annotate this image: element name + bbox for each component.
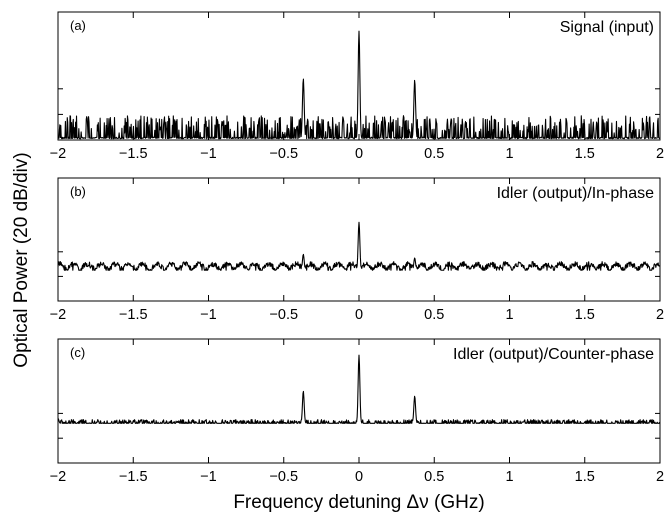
- x-tick-label: 1: [505, 469, 513, 485]
- x-tick-label: 0: [355, 307, 363, 323]
- panel-label: (b): [70, 184, 86, 199]
- x-tick-label: −1.5: [119, 307, 148, 323]
- x-tick-label: −0.5: [269, 146, 298, 162]
- panel-label: (c): [70, 345, 85, 360]
- panel-b: −2 −1.5 −1 −0.5 0 0.5 1 1.5 2 (b) Idler (output)/I…: [50, 177, 664, 323]
- x-tick-label: −1: [200, 307, 217, 323]
- x-tick-label: 0.5: [424, 146, 444, 162]
- x-tick-label: 2: [656, 469, 664, 485]
- x-tick-label: −1.5: [119, 469, 148, 485]
- x-tick-label: −0.5: [269, 469, 298, 485]
- x-tick-label: 1: [505, 146, 513, 162]
- panel-c: −2 −1.5 −1 −0.5 0 0.5 1 1.5 2 (c) Idler (output)/C…: [50, 338, 664, 485]
- panel-a: −2 −1.5 −1 −0.5 0 0.5 1 1.5 2 (a) Signal (input): [50, 11, 664, 162]
- x-tick-label: 1.5: [575, 307, 595, 323]
- spectrum-trace: [57, 221, 661, 271]
- x-tick-label: −1: [200, 469, 217, 485]
- panel-title: Idler (output)/In-phase: [497, 185, 655, 202]
- x-tick-label: 0.5: [424, 307, 444, 323]
- x-tick-label: 2: [656, 146, 664, 162]
- x-tick-label: 0.5: [424, 469, 444, 485]
- x-tick-label: −2: [50, 146, 67, 162]
- x-axis-title: Frequency detuning Δν (GHz): [233, 492, 484, 513]
- x-tick-label: −2: [50, 469, 67, 485]
- x-tick-label: −1: [200, 146, 217, 162]
- x-tick-label: 0: [355, 146, 363, 162]
- x-tick-label: −0.5: [269, 307, 298, 323]
- x-tick-label: 1: [505, 307, 513, 323]
- x-tick-label: 0: [355, 469, 363, 485]
- panels: −2 −1.5 −1 −0.5 0 0.5 1 1.5 2(a) Signal (input)−2…: [50, 11, 664, 485]
- x-tick-label: 2: [656, 307, 664, 323]
- panel-label: (a): [70, 18, 86, 33]
- x-tick-label: 1.5: [575, 146, 595, 162]
- x-tick-label: 1.5: [575, 469, 595, 485]
- x-tick-label: −2: [50, 307, 67, 323]
- y-axis-title: Optical Power (20 dB/div): [11, 152, 32, 367]
- panel-title: Idler (output)/Counter-phase: [453, 346, 654, 363]
- spectrum-trace: [57, 30, 661, 140]
- panel-title: Signal (input): [560, 19, 654, 36]
- spectrum-trace: [57, 354, 661, 424]
- x-tick-label: −1.5: [119, 146, 148, 162]
